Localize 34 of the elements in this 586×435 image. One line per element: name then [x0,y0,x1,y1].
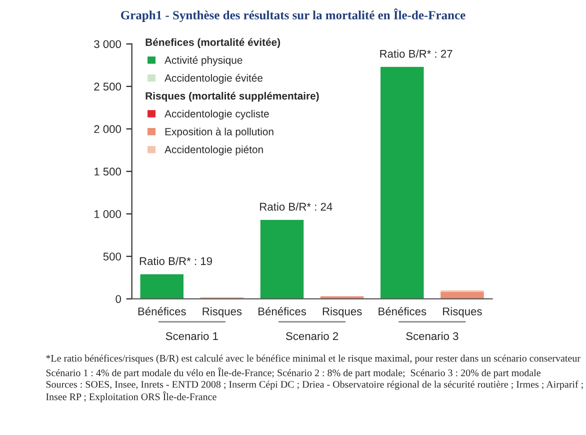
text: Scénario 1 : 4% de part modale du vélo en Île-de-France; Scénario 2 : 8% de part modale; Scénario 3 : 20% de part modale [46,368,540,378]
bar [380,66,424,299]
text: *Le ratio bénéfices/risques (B/R) est calculé avec le bénéfice minimal et le risque maximal, pour rester dans un scénario conservateur [46,354,580,364]
x-tick-label: Risques [322,307,362,318]
y-tick-label: 500 [103,252,121,260]
legend-label: Accidentologie cycliste [164,110,269,120]
y-tick-label: 1 500 [94,168,121,176]
source-note: Sources : SOES, Insee, Inrets - ENTD 2008 ; Inserm Cépi DC ; Driea - Observatoire régional de la sécurité routière ; Irmes ; Airparif ; Insee RP ; Exploitation ORS Île-de-France [46,380,583,402]
y-tick-label: 2 000 [94,125,121,134]
bar [260,220,304,299]
x-tick-label: Bénéfices [138,307,186,316]
x-tick-label: Bénéfices [258,307,306,316]
annotation: Bénefices (mortalité évitée) [146,38,280,48]
y-tick-label: 0 [116,295,121,303]
bar [440,292,484,299]
x-tick-label: Bénéfices [378,307,426,316]
text: Scenario 3 [406,332,458,340]
y-tick-label: 3 000 [94,40,121,48]
legend-label: Activité physique [164,56,242,66]
legend-label: Accidentologie évitée [164,74,263,84]
annotation: Ratio B/R* : 27 [380,50,452,58]
annotation: Ratio B/R* : 24 [260,202,332,211]
legend-label: Exposition à la pollution [165,128,274,138]
annotation: Risques (mortalité supplémentaire) [146,92,319,102]
legend-label: Accidentologie piéton [164,145,263,156]
x-tick-label: Risques [443,307,482,318]
y-tick-label: 1 000 [94,210,121,218]
chart-title: Graph1 - Synthèse des résultats sur la mortalité en Île-de-France [121,8,466,22]
y-tick-label: 2 500 [94,82,121,91]
text: Scenario 2 [286,332,338,340]
bar [140,274,184,299]
x-tick-label: Risques [202,307,242,318]
text: Scenario 1 [166,332,218,340]
annotation: Ratio B/R* : 19 [140,256,212,266]
